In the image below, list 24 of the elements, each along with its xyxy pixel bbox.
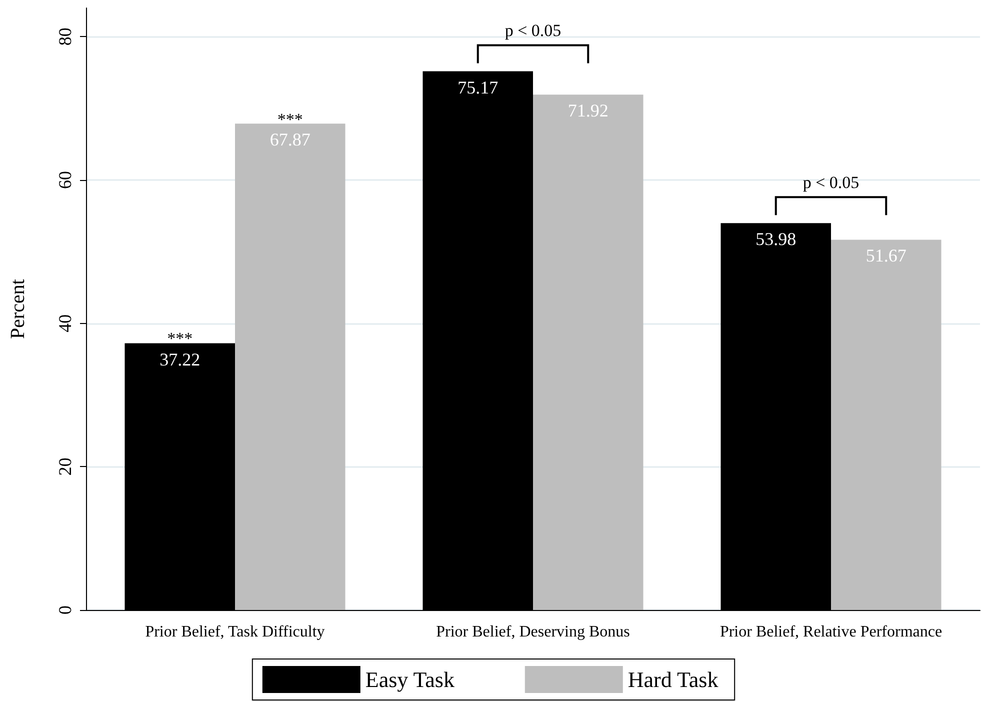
bar (235, 124, 346, 610)
y-tick-label: 20 (55, 458, 75, 476)
bar (533, 94, 644, 610)
bar (831, 240, 942, 610)
y-axis-title: Percent (7, 278, 29, 339)
legend-label: Easy Task (365, 667, 455, 692)
data-label: 67.87 (270, 130, 310, 150)
data-label: 71.92 (568, 100, 608, 121)
data-label: 37.22 (160, 349, 200, 370)
annotation: *** (277, 110, 303, 130)
data-label: 53.98 (756, 229, 796, 250)
annotation: p < 0.05 (802, 173, 860, 194)
x-tick-label: Prior Belief, Task Difficulty (145, 624, 325, 640)
y-tick-label: 40 (55, 314, 75, 332)
data-label: 51.67 (866, 246, 906, 266)
x-tick-label: Prior Belief, Deserving Bonus (436, 624, 630, 640)
data-label: 75.17 (458, 77, 498, 98)
annotation: *** (167, 329, 193, 350)
x-tick-label: Prior Belief, Relative Performance (720, 624, 942, 640)
y-tick-label: 60 (55, 171, 75, 189)
y-tick-label: 0 (55, 606, 75, 614)
y-tick-label: 80 (55, 28, 75, 46)
annotation: p < 0.05 (504, 21, 562, 42)
legend-label: Hard Task (628, 667, 718, 692)
